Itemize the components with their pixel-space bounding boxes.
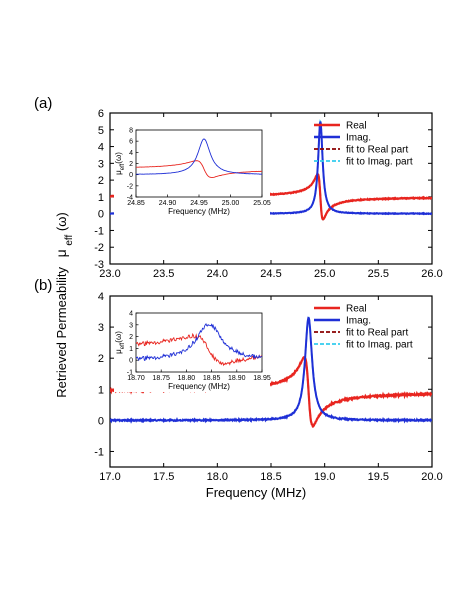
inset-y-tick-label: -4 (127, 195, 133, 202)
y-tick-label: 2 (98, 353, 104, 365)
panel-label-b: (b) (34, 277, 52, 294)
inset-y-tick-label: 4 (129, 311, 133, 318)
y-tick-label: -1 (94, 446, 104, 458)
y-tick-label: -2 (94, 242, 104, 254)
y-tick-label: 2 (98, 175, 104, 187)
inset-y-tick-label: 2 (129, 334, 133, 341)
x-tick-label: 26.0 (421, 268, 442, 280)
svg-text:Retrieved Permeability μ: Retrieved Permeability μ eff (ω) (53, 212, 75, 397)
inset-x-tick-label: 18.80 (178, 375, 196, 382)
legend-label: fit to Imag. part (346, 157, 413, 168)
inset-frame (135, 312, 263, 373)
x-tick-label: 17.5 (153, 471, 174, 483)
y-axis-symbol-base: μ (53, 249, 69, 257)
y-axis-label: Retrieved Permeability μ eff (ω) (53, 212, 75, 397)
x-tick-label: 17.0 (99, 471, 120, 483)
inset-chart: 24.85 24.90 24.95 25.00 25.05 -4 -2 0 2 4 6 8 Freque… (114, 126, 271, 217)
inset-x-tick-label: 18.90 (228, 375, 246, 382)
x-tick-label: 19.0 (314, 471, 335, 483)
x-tick-label: 23.0 (99, 268, 120, 280)
x-tick-label: 23.5 (153, 268, 174, 280)
panel-label-a: (a) (34, 95, 52, 112)
inset-chart: 18.70 18.75 18.80 18.85 18.90 18.95 -1 0 1 2 3 4 Fre… (114, 309, 271, 392)
inset-series-real (136, 160, 262, 178)
y-tick-label: 1 (98, 192, 104, 204)
panel-a: 23.0 23.5 24.0 24.5 25.0 25.5 26.0 -3 -2 -1 0 1 2 3 4 5… (94, 108, 442, 280)
inset-y-tick-label: 0 (129, 172, 133, 179)
inset-x-axis-label: Frequency (MHz) (168, 382, 230, 391)
y-tick-label: 0 (98, 415, 104, 427)
inset-y-tick-label: 8 (129, 128, 133, 135)
y-tick-label: 4 (98, 291, 104, 303)
legend-label: fit to Real part (346, 328, 408, 339)
inset-x-tick-label: 25.05 (253, 200, 271, 207)
inset-x-tick-label: 18.85 (203, 375, 221, 382)
inset-background (114, 126, 270, 217)
y-tick-label: 1 (98, 384, 104, 396)
inset-series-imag (136, 138, 262, 175)
inset-x-tick-label: 24.95 (190, 200, 208, 207)
legend-label: Real (346, 304, 367, 315)
inset-y-axis-label: μeff(ω) (114, 152, 126, 175)
inset-y-axis-label: μeff(ω) (114, 331, 126, 354)
y-tick-label: -1 (94, 225, 104, 237)
y-tick-label: 0 (98, 209, 104, 221)
inset-series-imag (136, 323, 262, 362)
inset-y-tick-label: 4 (129, 150, 133, 157)
x-axis-label: Frequency (MHz) (206, 485, 306, 500)
legend-label: Real (346, 121, 367, 132)
y-axis-label-text: Retrieved Permeability (54, 266, 69, 397)
inset-y-tick-label: 1 (129, 346, 133, 353)
y-tick-label: 3 (98, 322, 104, 334)
inset-y-tick-label: -2 (127, 183, 133, 190)
panel-b: 17.0 17.5 18.0 18.5 19.0 19.5 20.0 -1 0 1 2 3 4 RealI… (94, 291, 442, 483)
x-tick-label: 18.5 (260, 471, 281, 483)
x-tick-label: 20.0 (421, 471, 442, 483)
x-tick-label: 24.5 (260, 268, 281, 280)
legend-label: Imag. (346, 133, 371, 144)
x-tick-label: 25.0 (314, 268, 335, 280)
inset-y-tick-label: 3 (129, 322, 133, 329)
x-tick-label: 25.5 (368, 268, 389, 280)
inset-y-tick-label: -1 (127, 370, 133, 377)
y-axis-symbol-sub: eff (64, 234, 75, 245)
legend-label: fit to Imag. part (346, 340, 413, 351)
inset-y-tick-label: 0 (129, 358, 133, 365)
x-tick-label: 18.0 (207, 471, 228, 483)
y-tick-label: -3 (94, 259, 104, 271)
inset-x-tick-label: 18.70 (127, 375, 145, 382)
series-imag (110, 316, 432, 424)
inset-x-tick-label: 18.75 (152, 375, 170, 382)
inset-x-axis-label: Frequency (MHz) (168, 207, 230, 216)
x-tick-label: 19.5 (368, 471, 389, 483)
y-tick-label: 5 (98, 125, 104, 137)
y-tick-label: 4 (98, 142, 104, 154)
y-tick-label: 6 (98, 108, 104, 120)
inset-x-tick-label: 24.85 (127, 200, 145, 207)
inset-y-tick-label: 6 (129, 139, 133, 146)
y-axis-symbol-arg: (ω) (54, 212, 69, 231)
inset-series-real (136, 332, 262, 367)
x-tick-label: 24.0 (207, 268, 228, 280)
legend-label: fit to Real part (346, 145, 408, 156)
inset-x-tick-label: 25.00 (222, 200, 240, 207)
inset-x-tick-label: 18.95 (253, 375, 271, 382)
legend-label: Imag. (346, 316, 371, 327)
inset-y-tick-label: 2 (129, 161, 133, 168)
inset-background (114, 309, 270, 392)
y-tick-label: 3 (98, 158, 104, 170)
inset-x-tick-label: 24.90 (159, 200, 177, 207)
